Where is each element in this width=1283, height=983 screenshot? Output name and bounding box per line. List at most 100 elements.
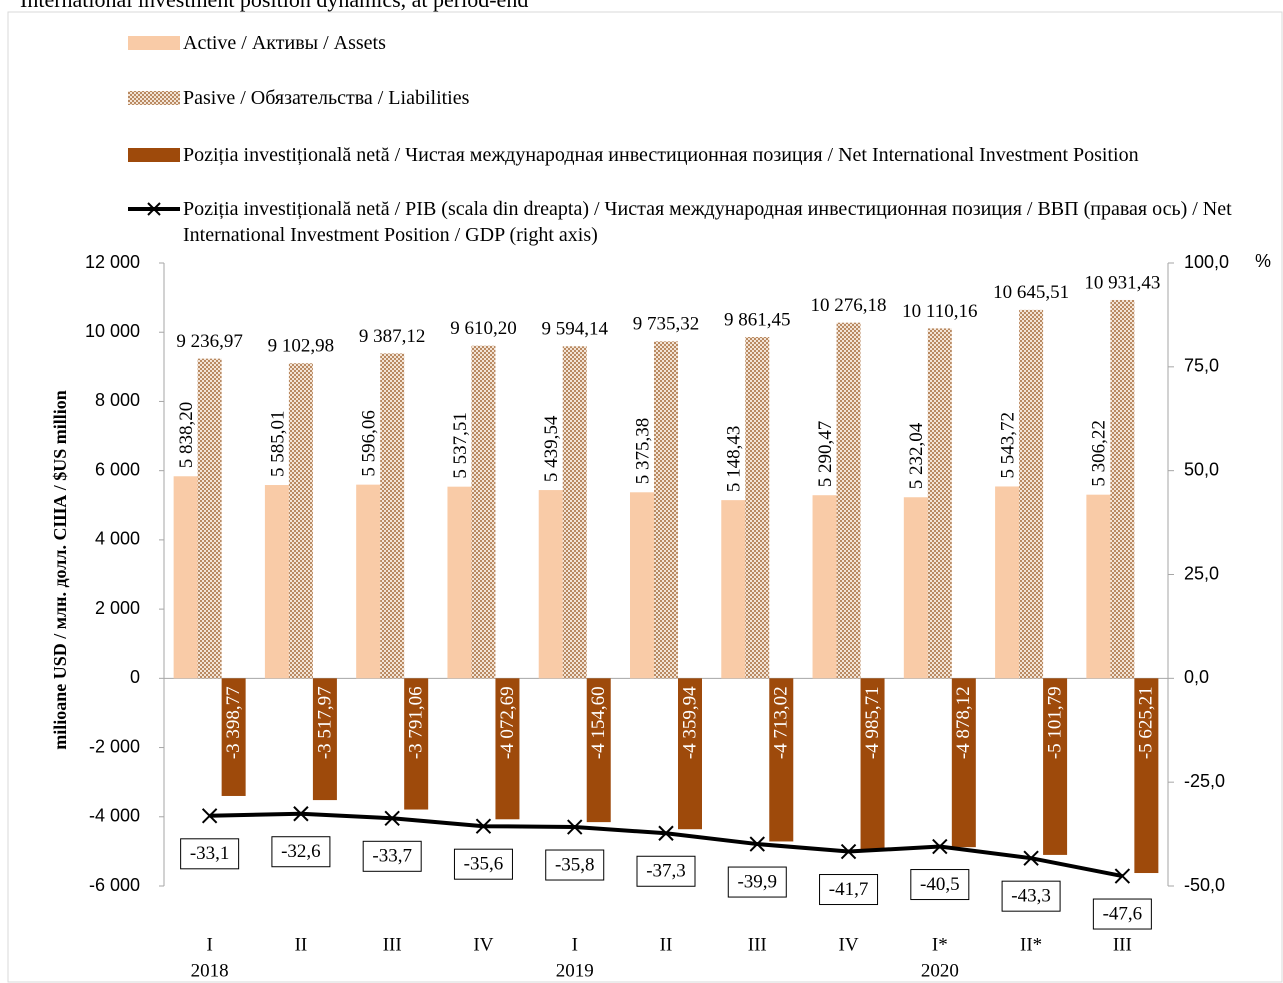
- y-tick-label: 8 000: [95, 390, 140, 410]
- data-label: -3 791,06: [406, 686, 427, 759]
- data-label: -47,6: [1103, 903, 1143, 924]
- bar: [1019, 309, 1044, 679]
- line-marker: [567, 819, 583, 835]
- bar: [769, 678, 794, 842]
- x-tick-label: II: [295, 934, 308, 955]
- y2-tick-label: -50,0: [1184, 875, 1225, 895]
- legend-swatch: [128, 36, 180, 50]
- data-label: -4 878,12: [953, 686, 974, 759]
- data-label: 9 387,12: [359, 326, 426, 347]
- bar: [995, 486, 1020, 679]
- data-label: 5 290,47: [815, 421, 836, 488]
- data-label: -4 713,02: [771, 686, 792, 759]
- bar: [836, 322, 861, 679]
- line-marker: [293, 806, 309, 822]
- line-marker: [1114, 868, 1131, 884]
- data-label-box: [910, 869, 970, 901]
- legend-label: Pasive / Обязательства / Liabilities: [183, 87, 470, 109]
- data-label: 5 596,06: [359, 410, 380, 477]
- line-marker: [932, 838, 948, 855]
- legend-label: Poziția investițională netă / Чистая меж…: [183, 144, 1139, 166]
- data-label-box: [362, 840, 422, 872]
- x-tick-label: I: [572, 934, 578, 955]
- legend-label: Active / Активы / Assets: [183, 32, 386, 54]
- data-label-box: [271, 836, 331, 868]
- y-tick-label: 0: [130, 667, 140, 687]
- bar: [538, 490, 563, 679]
- data-label: 9 735,32: [633, 314, 700, 335]
- bar: [678, 678, 702, 830]
- bar: [745, 337, 770, 679]
- y2-tick-label: 75,0: [1184, 356, 1219, 376]
- legend-label: Poziția investițională netă / PIB (scala…: [183, 198, 1232, 246]
- x-tick-label: III: [748, 934, 767, 955]
- legend-marker: [147, 202, 161, 216]
- x-tick-label: IV: [473, 934, 493, 955]
- bar: [221, 678, 246, 796]
- y-tick-label: 4 000: [95, 529, 140, 549]
- data-label: -4 072,69: [497, 686, 518, 759]
- x-tick-label: III: [383, 934, 402, 955]
- year-label: 2018: [191, 960, 229, 981]
- bar: [447, 486, 472, 679]
- data-label-box: [727, 866, 787, 898]
- bar: [356, 484, 381, 679]
- data-label: -37,3: [646, 861, 686, 882]
- y2-tick-label: -25,0: [1184, 771, 1225, 791]
- data-label: 9 610,20: [450, 318, 517, 339]
- data-label: -35,8: [555, 854, 595, 875]
- bar: [288, 363, 313, 679]
- bar: [1043, 678, 1068, 855]
- data-label-box: [545, 849, 605, 881]
- data-label: 10 276,18: [811, 295, 887, 316]
- chart-title: International investment position dynami…: [20, 0, 528, 12]
- data-label: -35,6: [464, 854, 504, 875]
- data-label: 10 645,51: [993, 282, 1069, 303]
- data-label: 9 102,98: [268, 336, 335, 357]
- legend-swatch: [128, 91, 180, 105]
- data-label: -4 359,94: [679, 686, 700, 759]
- data-label: 9 594,14: [541, 319, 608, 340]
- bar: [812, 495, 837, 679]
- bar: [654, 341, 678, 679]
- y-tick-label: -4 000: [89, 806, 140, 826]
- data-label: -33,7: [372, 846, 412, 867]
- y2-tick-label: 0,0: [1184, 667, 1209, 687]
- data-label: 5 838,20: [176, 402, 197, 469]
- data-label-box: [1092, 898, 1152, 930]
- bar: [312, 678, 337, 801]
- y2-tick-label: 100,0: [1184, 252, 1229, 272]
- data-label: -32,6: [281, 841, 321, 862]
- data-label-box: [180, 838, 240, 870]
- bar: [173, 476, 198, 679]
- data-label: 9 236,97: [176, 331, 243, 352]
- data-label: -40,5: [920, 874, 960, 895]
- data-label: -5 101,79: [1044, 686, 1065, 759]
- x-tick-label: I: [206, 934, 212, 955]
- data-label: 5 232,04: [906, 422, 927, 489]
- y-tick-label: -6 000: [89, 875, 140, 895]
- x-tick-label: III: [1113, 934, 1132, 955]
- y-tick-label: 6 000: [95, 459, 140, 479]
- bar: [495, 678, 520, 820]
- bar: [721, 500, 746, 679]
- line-marker: [384, 810, 400, 827]
- data-label: 9 861,45: [724, 309, 791, 330]
- data-label-box: [636, 855, 696, 887]
- data-label: 10 931,43: [1084, 272, 1160, 293]
- x-tick-label: I*: [932, 934, 948, 955]
- data-label: -5 625,21: [1136, 686, 1157, 759]
- data-label: 5 439,54: [541, 415, 562, 482]
- bar: [1086, 494, 1111, 679]
- year-label: 2020: [921, 960, 959, 981]
- data-label: -3 517,97: [314, 686, 335, 759]
- bar: [1110, 299, 1135, 679]
- y-tick-label: 12 000: [85, 252, 140, 272]
- bar: [404, 678, 429, 810]
- data-label: 5 585,01: [267, 411, 288, 478]
- line-marker: [1023, 850, 1039, 866]
- y2-axis-label: %: [1255, 251, 1271, 271]
- data-label-box: [819, 874, 879, 906]
